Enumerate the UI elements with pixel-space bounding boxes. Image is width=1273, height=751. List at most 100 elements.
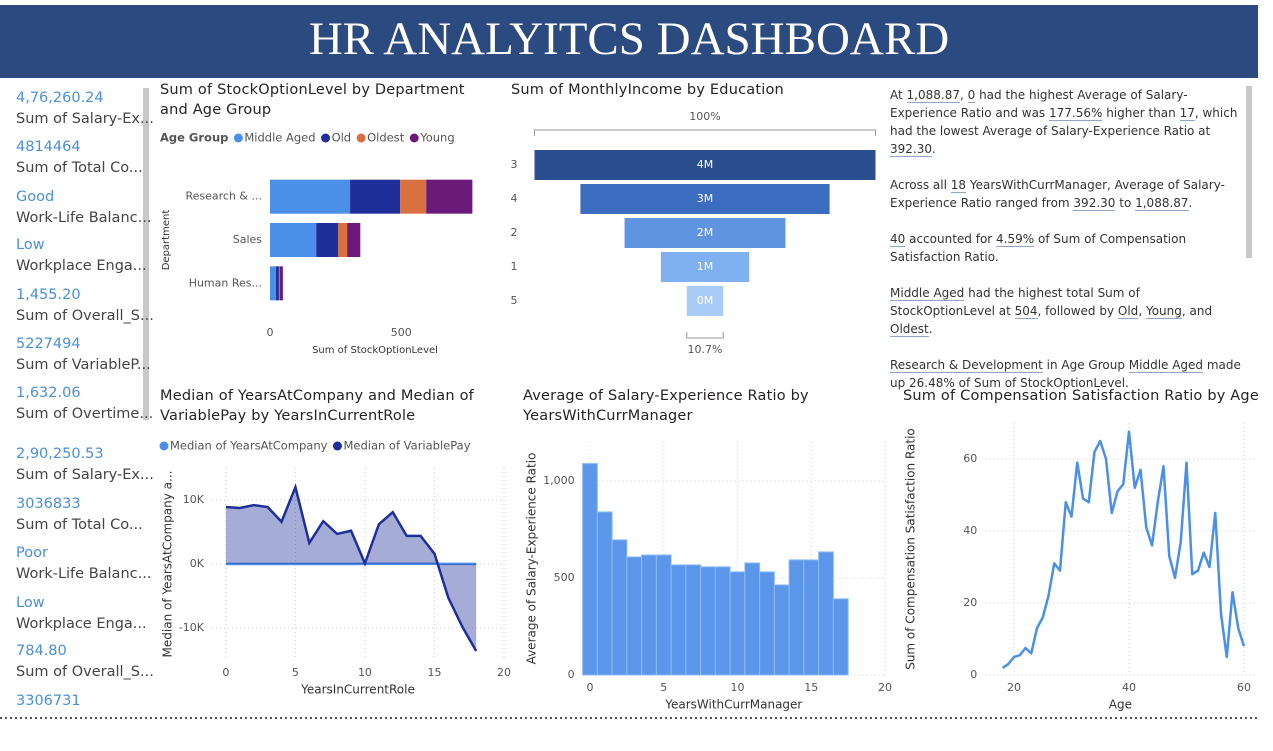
legend-marker xyxy=(409,133,419,143)
legend-label: Middle Aged xyxy=(244,131,315,145)
scrollbar[interactable] xyxy=(143,88,149,420)
card-label: Work-Life Balanc... xyxy=(16,566,151,582)
narrative-text: , which had the lowest Average of Salary… xyxy=(890,106,1238,138)
narrative-paragraph: Middle Aged had the highest total Sum of… xyxy=(890,284,1244,338)
card-value: 1,632.06 xyxy=(16,385,81,401)
bar xyxy=(611,539,628,676)
legend-label: Old xyxy=(332,131,352,145)
narrative-paragraph: Across all 18 YearsWithCurrManager, Aver… xyxy=(890,176,1244,212)
y-tick-label: 0K xyxy=(190,557,205,570)
legend-title: Age Group xyxy=(160,131,228,145)
card-label: Sum of Overtime... xyxy=(16,406,153,422)
y-tick-label: Human Res... xyxy=(189,276,262,289)
narrative-highlight: 4.59% xyxy=(996,232,1035,247)
category-label: 5 xyxy=(511,294,518,307)
line xyxy=(1001,430,1246,669)
bar-segment xyxy=(347,223,361,257)
chart-title: Average of Salary-Experience Ratio by Ye… xyxy=(523,388,809,424)
narrative-highlight: 1,088.87 xyxy=(1135,196,1189,211)
bar xyxy=(744,562,761,676)
funnel-bar xyxy=(686,286,724,316)
card-label: Work-Life Balanc... xyxy=(16,210,151,226)
card-value: 784.80 xyxy=(16,643,67,659)
narrative-highlight: 1,088.87 xyxy=(906,88,960,103)
chart-title: Sum of StockOptionLevel by Department an… xyxy=(160,82,465,118)
card-label: Sum of Total Co... xyxy=(16,160,143,176)
x-axis-title: Age xyxy=(1109,698,1132,712)
narrative-text: had the highest Average of Salary-Experi… xyxy=(890,88,1188,120)
legend-marker xyxy=(159,441,169,451)
narrative-highlight: 18 xyxy=(950,178,967,193)
narrative-paragraph: Research & Development in Age Group Midd… xyxy=(890,356,1244,392)
y-axis-title: Median of YearsAtCompany a... xyxy=(161,471,175,658)
legend-label: Median of YearsAtCompany xyxy=(170,439,328,453)
bar-segment xyxy=(350,179,401,214)
funnel-top-label: 100% xyxy=(689,110,720,123)
bar xyxy=(596,511,613,676)
x-tick-label: 0 xyxy=(586,681,593,694)
narrative-highlight: 17 xyxy=(1179,106,1195,121)
narrative-text: . xyxy=(932,142,936,156)
x-tick-label: 5 xyxy=(660,681,667,694)
y-tick-label: 0 xyxy=(568,668,575,681)
x-tick-label: 0 xyxy=(267,326,274,339)
bar xyxy=(626,556,643,676)
legend-marker xyxy=(332,441,342,451)
funnel-bracket xyxy=(686,332,724,339)
y-tick-label: Sales xyxy=(233,233,263,246)
y-tick-label: 60 xyxy=(963,452,977,465)
narrative-text: . xyxy=(1188,196,1193,210)
y-tick-label: 1,000 xyxy=(543,474,575,487)
narrative-highlight: Young xyxy=(1145,304,1182,319)
bar xyxy=(670,564,687,676)
x-axis-title: Sum of StockOptionLevel xyxy=(312,345,438,356)
y-tick-label: 10K xyxy=(183,493,205,506)
x-axis-title: YearsInCurrentRole xyxy=(300,683,415,697)
y-tick-label: 20 xyxy=(963,596,977,609)
scrollbar[interactable] xyxy=(1246,86,1252,258)
funnel-bar xyxy=(534,150,876,180)
card-value: 3036833 xyxy=(16,496,81,512)
data-label: 4M xyxy=(697,158,714,171)
data-label: 0M xyxy=(697,294,714,307)
category-label: 4 xyxy=(511,192,518,205)
x-tick-label: 20 xyxy=(497,666,511,679)
bar xyxy=(582,463,598,676)
x-tick-label: 15 xyxy=(427,666,441,679)
narrative-text: , and xyxy=(1181,304,1213,318)
x-tick-label: 0 xyxy=(222,666,229,679)
card-value: 1,455.20 xyxy=(16,287,81,303)
y-tick-label: 40 xyxy=(963,524,977,537)
bar xyxy=(729,571,746,676)
bar-segment xyxy=(400,179,427,214)
y-axis-title: Sum of Compensation Satisfaction Ratio xyxy=(904,428,918,670)
data-label: 3M xyxy=(697,192,714,205)
data-label: 1M xyxy=(697,260,714,273)
y-tick-label: 0 xyxy=(970,668,977,681)
bar xyxy=(759,571,775,676)
card-label: Sum of Total Co... xyxy=(16,517,143,533)
narrative-highlight: Old xyxy=(1117,304,1139,319)
card-value: 4,76,260.24 xyxy=(16,90,104,106)
y-axis-title: Department xyxy=(161,210,172,271)
header-bar xyxy=(0,5,1258,78)
y-tick-label: -10K xyxy=(179,621,205,634)
narrative-highlight: 177.56% xyxy=(1048,106,1103,121)
funnel-bar xyxy=(624,218,786,248)
card-label: Sum of VariableP... xyxy=(16,357,151,373)
legend-label: Oldest xyxy=(367,131,405,145)
x-tick-label: 60 xyxy=(1237,681,1251,694)
narrative-text: Across all xyxy=(890,178,951,192)
y-tick-label: 500 xyxy=(554,571,575,584)
x-axis-title: YearsWithCurrManager xyxy=(664,698,802,712)
narrative-highlight: 392.30 xyxy=(890,142,932,157)
chart-title: Sum of MonthlyIncome by Education xyxy=(511,82,784,98)
legend-label: Median of VariablePay xyxy=(343,439,470,453)
x-tick-label: 40 xyxy=(1122,681,1136,694)
bar-segment xyxy=(270,266,277,301)
category-label: 3 xyxy=(511,158,518,171)
card-value: Low xyxy=(16,595,45,611)
funnel-bar xyxy=(580,184,830,214)
bar-segment xyxy=(338,223,348,257)
